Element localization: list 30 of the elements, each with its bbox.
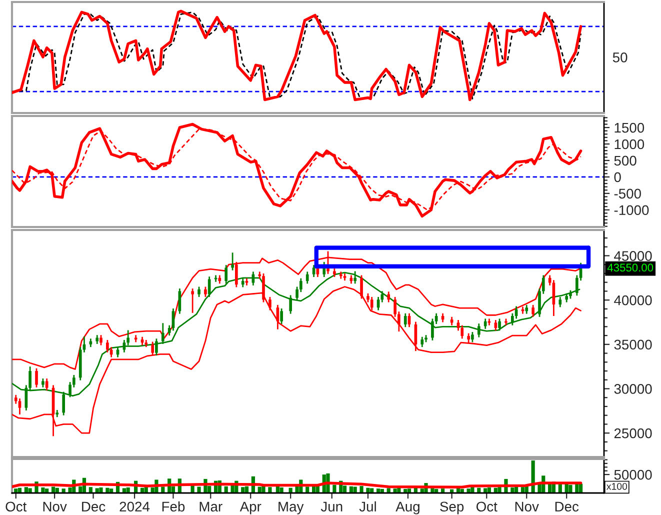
- y-tick-label: -1000: [614, 205, 649, 216]
- x-tick-label: Aug: [396, 502, 420, 514]
- y-axis-title: x100: [606, 482, 628, 490]
- y-tick-label: -500: [614, 188, 641, 199]
- x-tick-label: Dec: [555, 502, 579, 512]
- y-tick-label: 1000: [614, 139, 644, 150]
- y-tick-label: 45000: [614, 251, 652, 261]
- y-tick-label: 25000: [614, 428, 652, 438]
- y-tick-label: 1500: [614, 122, 644, 133]
- x-tick-label: Jul: [359, 501, 376, 512]
- x-tick-label: Sep: [440, 502, 464, 514]
- x-tick-label: May: [278, 502, 304, 514]
- x-tick-label: Nov: [515, 502, 539, 512]
- y-tick-label: 50000: [614, 470, 652, 480]
- x-tick-label: Oct: [476, 502, 498, 512]
- x-tick-label: 2024: [120, 502, 150, 512]
- x-tick-label: Jun: [320, 502, 342, 512]
- y-tick-label: 40000: [614, 295, 652, 306]
- x-tick-label: Oct: [6, 502, 27, 512]
- y-tick-label: 35000: [614, 340, 652, 350]
- annotation: 43550.00: [607, 264, 654, 272]
- y-tick-label: 500: [614, 156, 636, 166]
- y-tick-label: 0: [614, 172, 621, 182]
- x-tick-label: Mar: [200, 502, 222, 512]
- x-tick-label: Nov: [43, 502, 67, 512]
- text: 50: [612, 52, 628, 62]
- x-tick-label: Feb: [162, 501, 185, 512]
- y-tick-label: 30000: [614, 384, 652, 394]
- x-tick-label: Apr: [240, 502, 262, 514]
- x-tick-label: Dec: [82, 502, 106, 512]
